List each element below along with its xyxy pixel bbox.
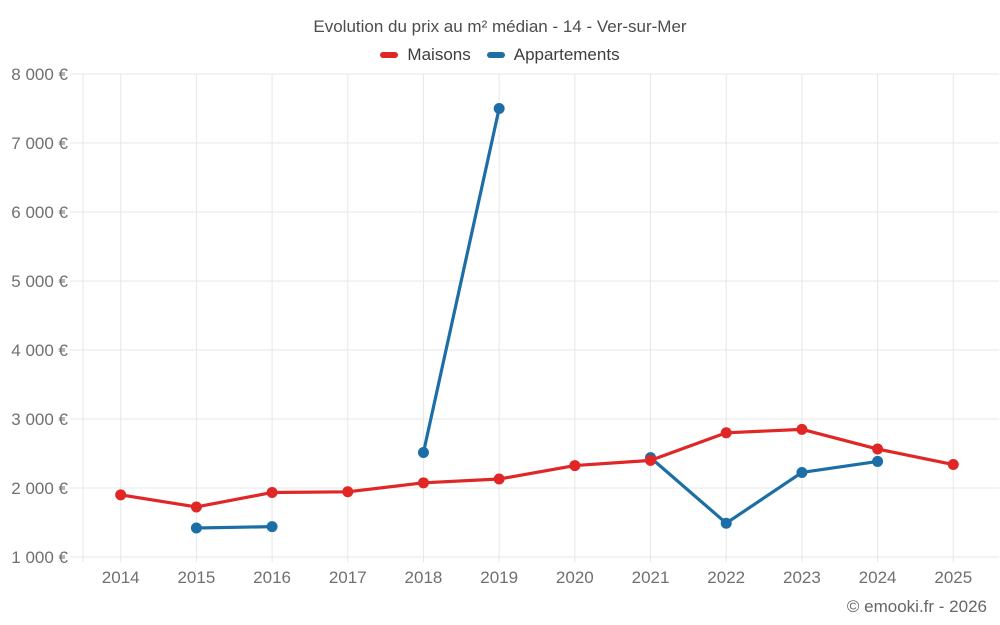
x-tick-label: 2016 bbox=[253, 568, 291, 587]
x-tick-label: 2024 bbox=[859, 568, 897, 587]
y-tick-label: 2 000 € bbox=[11, 479, 68, 498]
legend-item-maisons[interactable]: Maisons bbox=[380, 45, 471, 65]
appartements-line bbox=[421, 106, 501, 455]
x-tick-label: 2022 bbox=[707, 568, 745, 587]
appartements-point bbox=[266, 521, 278, 533]
x-tick-label: 2018 bbox=[405, 568, 443, 587]
maisons-point bbox=[115, 489, 127, 501]
x-tick-label: 2021 bbox=[632, 568, 670, 587]
x-tick-label: 2020 bbox=[556, 568, 594, 587]
maisons-point bbox=[947, 459, 959, 471]
y-tick-label: 4 000 € bbox=[11, 341, 68, 360]
x-tick-label: 2023 bbox=[783, 568, 821, 587]
appartements-point bbox=[417, 446, 429, 458]
x-tick-label: 2025 bbox=[934, 568, 972, 587]
y-tick-label: 7 000 € bbox=[11, 134, 68, 153]
y-tick-label: 3 000 € bbox=[11, 410, 68, 429]
maisons-point bbox=[796, 423, 808, 435]
maisons-point bbox=[569, 460, 581, 472]
x-tick-label: 2014 bbox=[102, 568, 140, 587]
y-tick-label: 1 000 € bbox=[11, 548, 68, 567]
appartements-point bbox=[190, 522, 202, 534]
maisons-point bbox=[417, 477, 429, 489]
y-tick-label: 8 000 € bbox=[11, 65, 68, 84]
maisons-point bbox=[645, 454, 657, 466]
x-tick-label: 2019 bbox=[480, 568, 518, 587]
legend-item-appartements[interactable]: Appartements bbox=[486, 45, 620, 65]
appartements-line bbox=[194, 525, 274, 530]
maisons-point bbox=[266, 486, 278, 498]
maisons-series-swatch bbox=[380, 52, 399, 58]
chart-title: Evolution du prix au m² médian - 14 - Ve… bbox=[313, 17, 687, 36]
maisons-point bbox=[190, 501, 202, 513]
appartements-point bbox=[493, 103, 505, 114]
y-tick-label: 5 000 € bbox=[11, 272, 68, 291]
chart-legend: Maisons Appartements bbox=[0, 45, 1000, 65]
y-tick-label: 6 000 € bbox=[11, 203, 68, 222]
legend-label-maisons: Maisons bbox=[407, 45, 471, 64]
legend-label-appartements: Appartements bbox=[513, 45, 620, 64]
copyright: © emooki.fr - 2026 bbox=[846, 597, 987, 616]
maisons-point bbox=[493, 473, 505, 485]
maisons-point bbox=[342, 486, 354, 498]
appartements-line bbox=[648, 456, 880, 525]
x-tick-label: 2017 bbox=[329, 568, 367, 587]
appartements-point bbox=[796, 466, 808, 478]
x-tick-label: 2015 bbox=[177, 568, 215, 587]
maisons-point bbox=[872, 443, 884, 455]
maisons-line bbox=[119, 427, 955, 509]
appartements-point bbox=[872, 455, 884, 467]
maisons-point bbox=[720, 427, 732, 439]
appartements-series-swatch bbox=[486, 52, 505, 58]
appartements-point bbox=[720, 517, 732, 529]
